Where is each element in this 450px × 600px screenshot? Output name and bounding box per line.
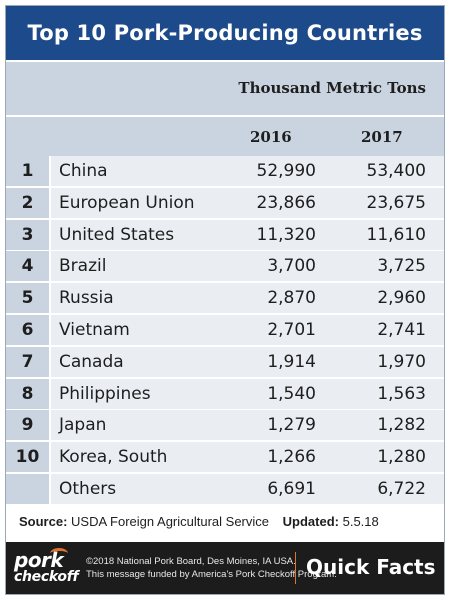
table-row: 2 European Union 23,866 23,675 [6, 187, 444, 220]
table-row: 8 Philippines 1,540 1,563 [6, 378, 444, 411]
country-name: European Union [59, 192, 195, 213]
data-cell: Brazil 3,700 3,725 [51, 251, 444, 282]
table-row: 5 Russia 2,870 2,960 [6, 283, 444, 315]
rank-cell: 6 [6, 314, 49, 345]
country-name: China [59, 161, 108, 181]
country-name: Vietnam [59, 319, 130, 340]
country-name: Russia [59, 288, 114, 309]
value-2017: 1,280 [377, 447, 426, 468]
table-row: 9 Japan 1,279 1,282 [6, 410, 444, 442]
table-row: Others 6,691 6,722 [6, 473, 444, 506]
value-2017: 1,563 [377, 383, 426, 404]
data-cell: European Union 23,866 23,675 [51, 187, 444, 218]
data-cell: Vietnam 2,701 2,741 [51, 314, 444, 345]
value-2016: 6,691 [267, 478, 316, 499]
data-cell: Japan 1,279 1,282 [51, 410, 444, 441]
quick-facts-label: Quick Facts [306, 555, 436, 579]
country-name: United States [59, 224, 175, 245]
rank-cell: 4 [6, 251, 49, 282]
country-name: Philippines [59, 383, 151, 404]
value-2017: 1,282 [377, 415, 426, 436]
value-2016: 23,866 [256, 192, 316, 213]
source-label: Source: [19, 514, 68, 529]
value-2016: 11,320 [256, 224, 316, 245]
footer-divider [295, 552, 296, 584]
table-row: 3 United States 11,320 11,610 [6, 219, 444, 252]
page-title: Top 10 Pork-Producing Countries [27, 21, 423, 45]
rank-cell: 5 [6, 283, 49, 314]
updated-value: 5.5.18 [342, 514, 379, 529]
copyright-text: ©2018 National Pork Board, Des Moines, I… [86, 556, 296, 567]
country-name: Brazil [59, 256, 107, 277]
updated-label: Updated: [282, 514, 339, 529]
year-header-2016: 2016 [250, 128, 292, 146]
pork-checkoff-logo: pork checkoff [14, 548, 82, 586]
table-row: 6 Vietnam 2,701 2,741 [6, 314, 444, 347]
unit-header-row: Thousand Metric Tons [6, 62, 444, 115]
logo-word-pork: pork [14, 548, 64, 572]
logo-swoosh-icon [50, 548, 68, 559]
country-name: Korea, South [59, 447, 168, 468]
value-2016: 2,701 [267, 319, 316, 340]
value-2016: 1,540 [267, 383, 316, 404]
year-header-2017: 2017 [361, 128, 403, 146]
table-row: 7 Canada 1,914 1,970 [6, 346, 444, 379]
rank-cell: 9 [6, 410, 49, 441]
value-2017: 23,675 [366, 192, 426, 213]
value-2017: 2,741 [377, 319, 426, 340]
source-text: USDA Foreign Agricultural Service [71, 514, 270, 529]
footer-fine-print: ©2018 National Pork Board, Des Moines, I… [86, 555, 337, 581]
data-cell: Philippines 1,540 1,563 [51, 378, 444, 409]
value-2016: 3,700 [267, 256, 316, 277]
year-header-row: 2016 2017 [6, 117, 444, 156]
data-cell: United States 11,320 11,610 [51, 219, 444, 250]
value-2016: 1,914 [267, 351, 316, 372]
value-2017: 1,970 [377, 351, 426, 372]
data-cell: China 52,990 53,400 [51, 156, 444, 186]
table-row: 10 Korea, South 1,266 1,280 [6, 442, 444, 474]
unit-label: Thousand Metric Tons [238, 79, 426, 97]
rank-cell: 2 [6, 187, 49, 218]
value-2017: 3,725 [377, 256, 426, 277]
rank-cell: 1 [6, 156, 49, 186]
value-2017: 11,610 [366, 224, 426, 245]
data-cell: Others 6,691 6,722 [51, 473, 444, 504]
funded-text: This message funded by America's Pork Ch… [86, 569, 337, 580]
footer-bar: pork checkoff ©2018 National Pork Board,… [6, 542, 444, 594]
production-table: 1 China 52,990 53,400 2 European Union 2… [6, 156, 444, 506]
source-line: Source: USDA Foreign Agricultural Servic… [19, 514, 379, 529]
country-name: Canada [59, 351, 124, 372]
value-2016: 1,266 [267, 447, 316, 468]
table-row: 4 Brazil 3,700 3,725 [6, 251, 444, 283]
data-cell: Russia 2,870 2,960 [51, 283, 444, 314]
data-cell: Canada 1,914 1,970 [51, 346, 444, 377]
value-2016: 52,990 [256, 161, 316, 181]
rank-cell: 3 [6, 219, 49, 250]
table-row: 1 China 52,990 53,400 [6, 156, 444, 188]
rank-cell [6, 473, 49, 504]
value-2017: 2,960 [377, 288, 426, 309]
country-name: Others [59, 478, 117, 499]
data-cell: Korea, South 1,266 1,280 [51, 442, 444, 473]
rank-cell: 7 [6, 346, 49, 377]
value-2017: 53,400 [366, 161, 426, 181]
value-2017: 6,722 [377, 478, 426, 499]
fact-card: Top 10 Pork-Producing Countries Thousand… [5, 5, 445, 595]
value-2016: 2,870 [267, 288, 316, 309]
rank-cell: 8 [6, 378, 49, 409]
logo-word-checkoff: checkoff [14, 569, 79, 585]
title-bar: Top 10 Pork-Producing Countries [6, 6, 444, 60]
country-name: Japan [59, 415, 107, 436]
value-2016: 1,279 [267, 415, 316, 436]
rank-cell: 10 [6, 442, 49, 473]
